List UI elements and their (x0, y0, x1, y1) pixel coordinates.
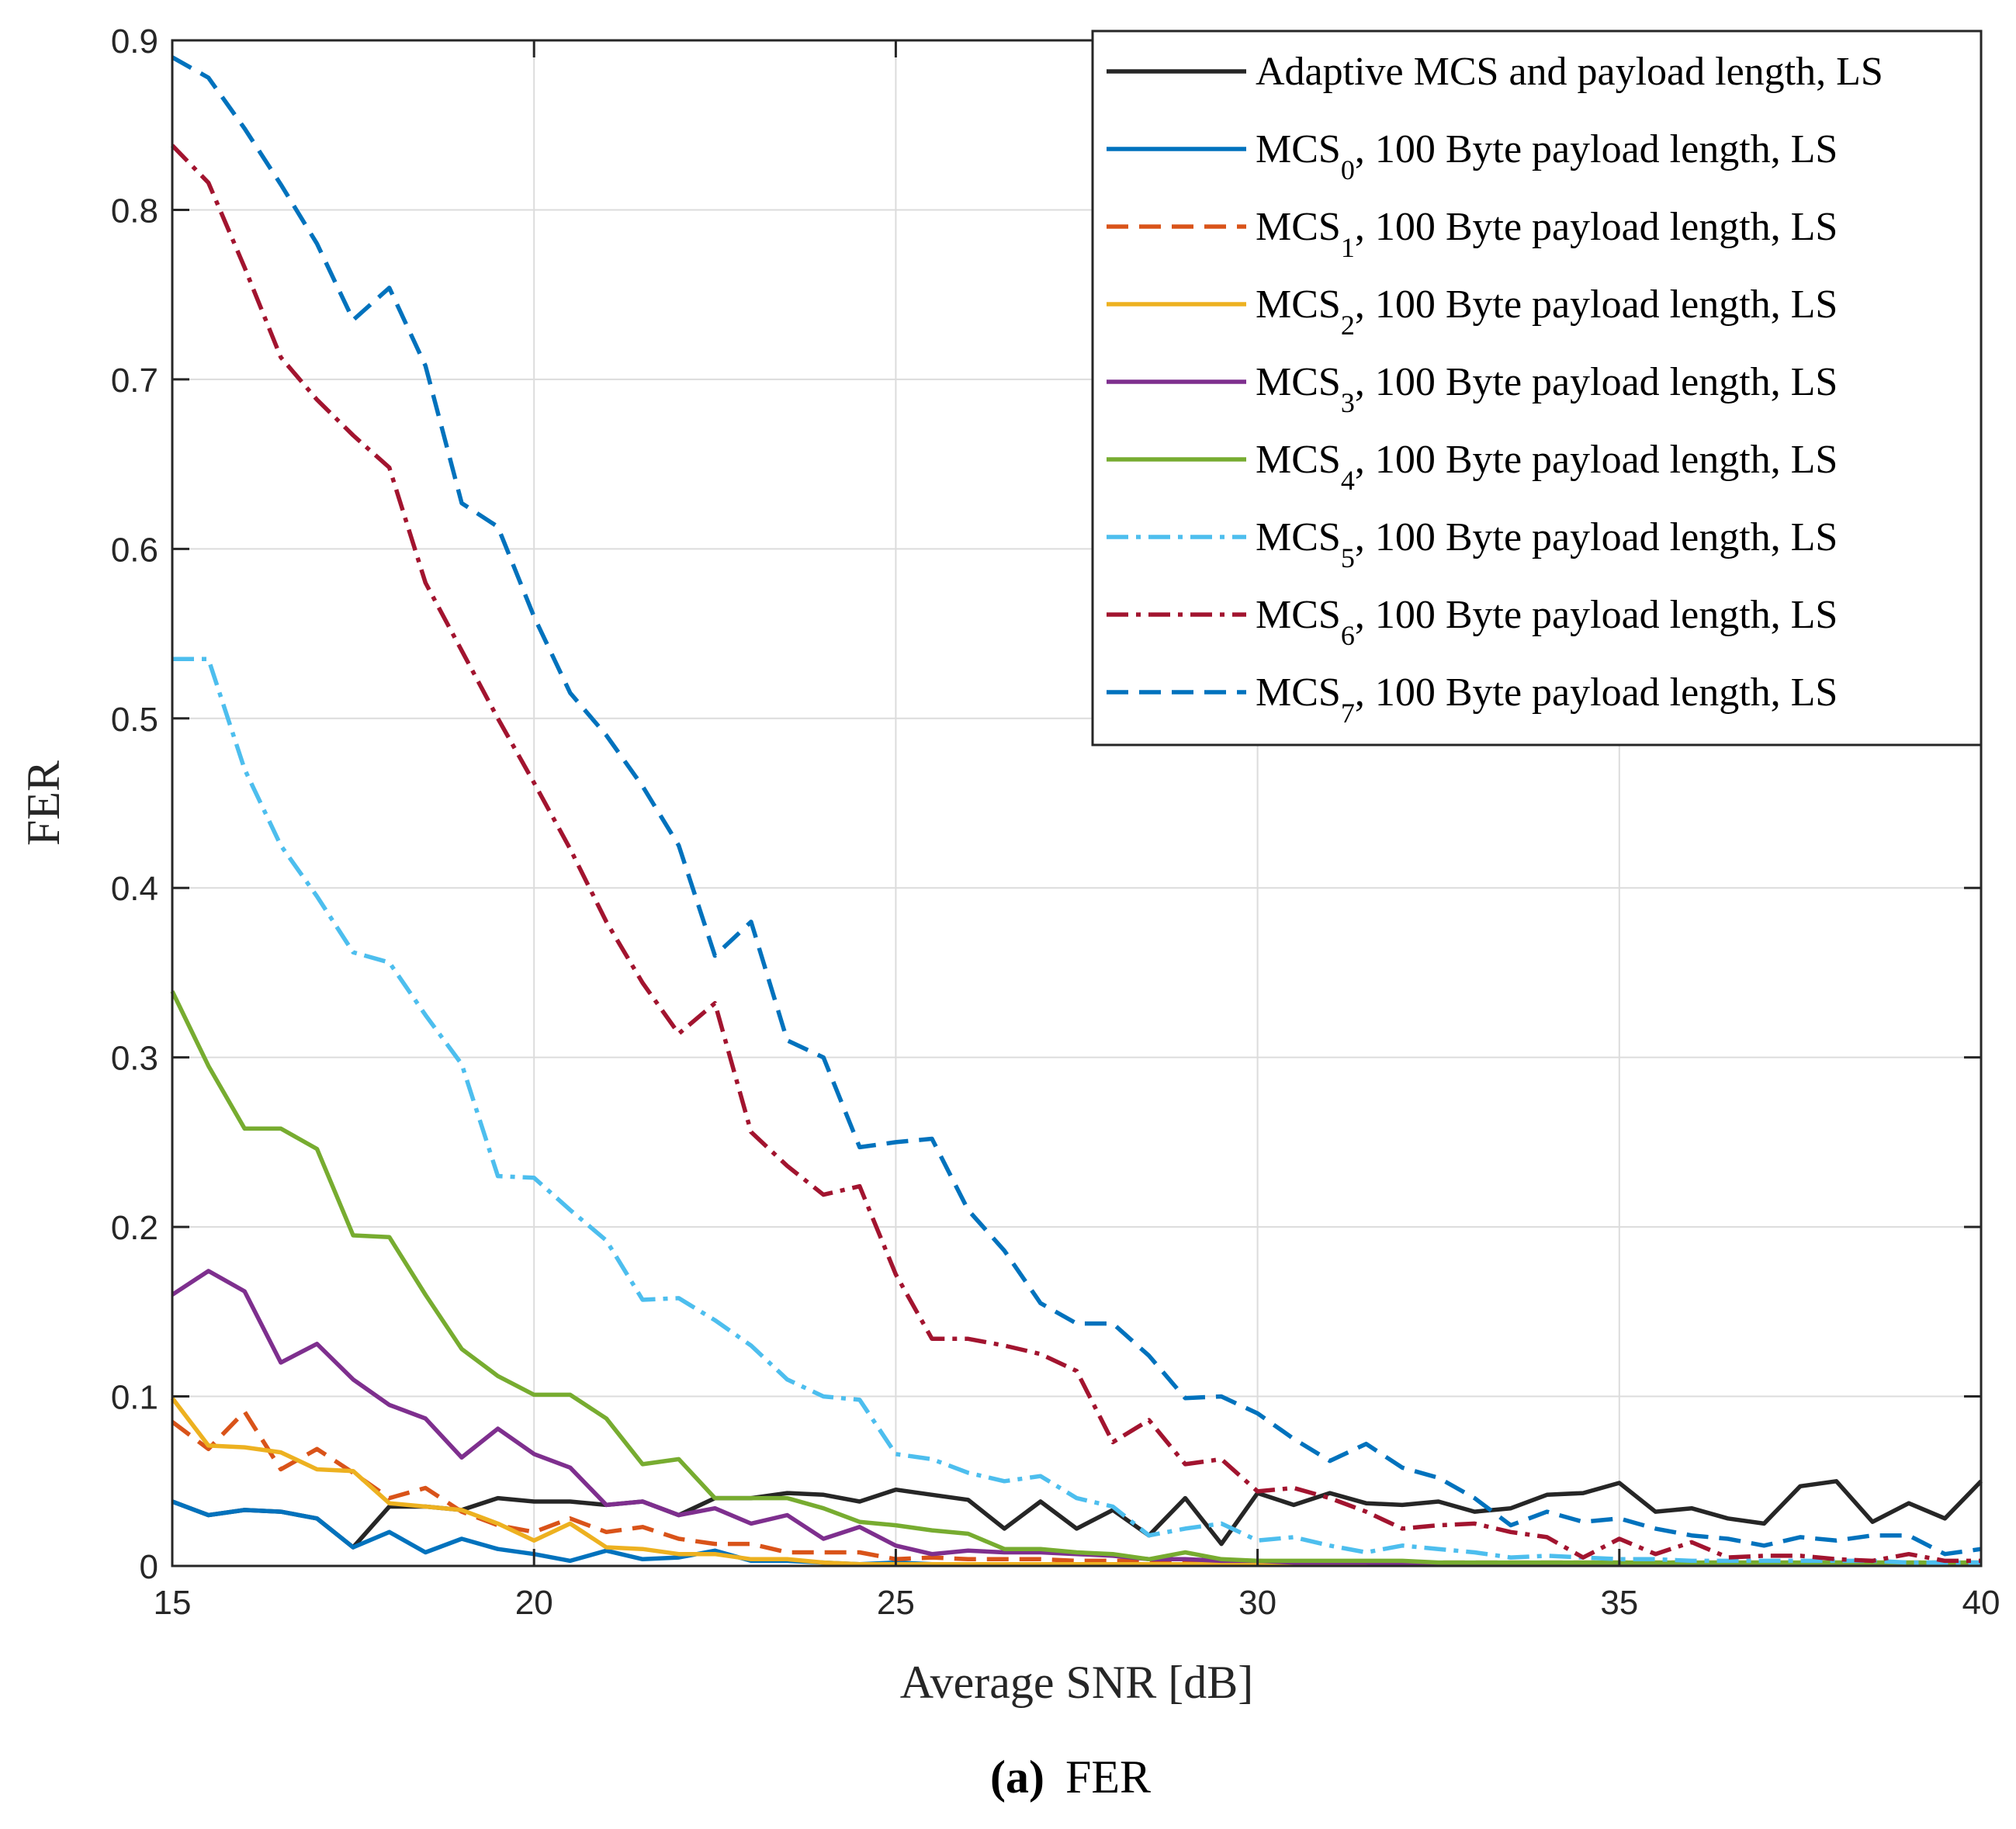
y-tick-label: 0.5 (111, 701, 158, 739)
series-line-0 (171, 1479, 1983, 1550)
legend-entry-main: MCS (1256, 670, 1341, 715)
axes-box (171, 39, 1983, 1567)
legend-entry-3: MCS2, 100 Byte payload length, LS (1256, 282, 1838, 341)
legend-entry-subscript: 2 (1341, 310, 1355, 341)
legend-entry-subscript: 3 (1341, 387, 1355, 418)
legend-entry-rest: , 100 Byte payload length, LS (1355, 360, 1838, 404)
legend-entry-subscript: 0 (1341, 154, 1355, 185)
legend-entry-rest: , 100 Byte payload length, LS (1355, 670, 1838, 715)
legend-entry-main: Adaptive MCS and payload length, LS (1256, 50, 1883, 94)
y-tick-label: 0 (140, 1548, 158, 1586)
legend-entry-rest: , 100 Byte payload length, LS (1355, 438, 1838, 482)
legend-entry-main: MCS (1256, 205, 1341, 249)
y-tick-label: 0.7 (111, 362, 158, 400)
legend-entry-main: MCS (1256, 360, 1341, 404)
caption: (a) FER (990, 1751, 1151, 1803)
y-tick-label: 0.6 (111, 531, 158, 569)
legend-entry-1: MCS0, 100 Byte payload length, LS (1256, 127, 1838, 185)
legend-entry-rest: , 100 Byte payload length, LS (1355, 593, 1838, 637)
series-line-6 (172, 656, 1981, 1565)
legend-entry-main: MCS (1256, 515, 1341, 559)
legend-entry-5: MCS4, 100 Byte payload length, LS (1256, 438, 1838, 496)
legend-entry-rest: , 100 Byte payload length, LS (1355, 515, 1838, 559)
legend-entry-main: MCS (1256, 282, 1341, 327)
legend-entry-0: Adaptive MCS and payload length, LS (1256, 50, 1883, 94)
x-axis-label: Average SNR [dB] (900, 1657, 1253, 1708)
series-line-7 (171, 144, 1981, 1564)
y-tick-label: 0.9 (111, 23, 158, 61)
y-axis-label: FER (18, 760, 69, 846)
x-tick-label: 15 (154, 1584, 192, 1622)
legend-entry-4: MCS3, 100 Byte payload length, LS (1256, 360, 1838, 418)
legend-entry-main: MCS (1256, 593, 1341, 637)
legend-entry-2: MCS1, 100 Byte payload length, LS (1256, 205, 1838, 263)
y-tick-label: 0.8 (111, 192, 158, 230)
legend-entry-7: MCS6, 100 Byte payload length, LS (1256, 593, 1838, 651)
legend-entry-subscript: 7 (1341, 698, 1355, 729)
legend-entry-6: MCS5, 100 Byte payload length, LS (1256, 515, 1838, 573)
legend-entry-8: MCS7, 100 Byte payload length, LS (1256, 670, 1838, 729)
legend-entry-subscript: 4 (1341, 465, 1355, 496)
legend-entry-rest: , 100 Byte payload length, LS (1355, 282, 1838, 327)
x-tick-label: 30 (1238, 1584, 1276, 1622)
caption-label: (a) (990, 1751, 1044, 1803)
y-tick-label: 0.3 (111, 1040, 158, 1078)
legend-entry-rest: , 100 Byte payload length, LS (1355, 205, 1838, 249)
x-tick-label: 35 (1600, 1584, 1638, 1622)
legend-entry-subscript: 5 (1341, 542, 1355, 573)
x-tick-label: 25 (877, 1584, 915, 1622)
y-tick-label: 0.4 (111, 870, 158, 908)
caption-text: FER (1065, 1751, 1151, 1803)
x-tick-label: 20 (515, 1584, 553, 1622)
y-tick-label: 0.2 (111, 1209, 158, 1247)
series-line-5 (170, 990, 1981, 1565)
series-lines (170, 55, 1983, 1567)
y-tick-labels: 0 0.1 0.2 0.3 0.4 0.5 0.6 0.7 0.8 0.9 (111, 23, 158, 1586)
legend-entry-main: MCS (1256, 438, 1341, 482)
legend-entry-subscript: 1 (1341, 232, 1355, 263)
x-tick-labels: 15 20 25 30 35 40 (154, 1584, 2000, 1622)
grid (171, 40, 1982, 1567)
legend-entry-subscript: 6 (1341, 620, 1355, 651)
legend: Adaptive MCS and payload length, LSMCS0,… (1091, 29, 1983, 746)
y-tick-label: 0.1 (111, 1379, 158, 1417)
x-tick-label: 40 (1962, 1584, 2000, 1622)
legend-entry-main: MCS (1256, 127, 1341, 171)
legend-entry-rest: , 100 Byte payload length, LS (1355, 127, 1838, 171)
